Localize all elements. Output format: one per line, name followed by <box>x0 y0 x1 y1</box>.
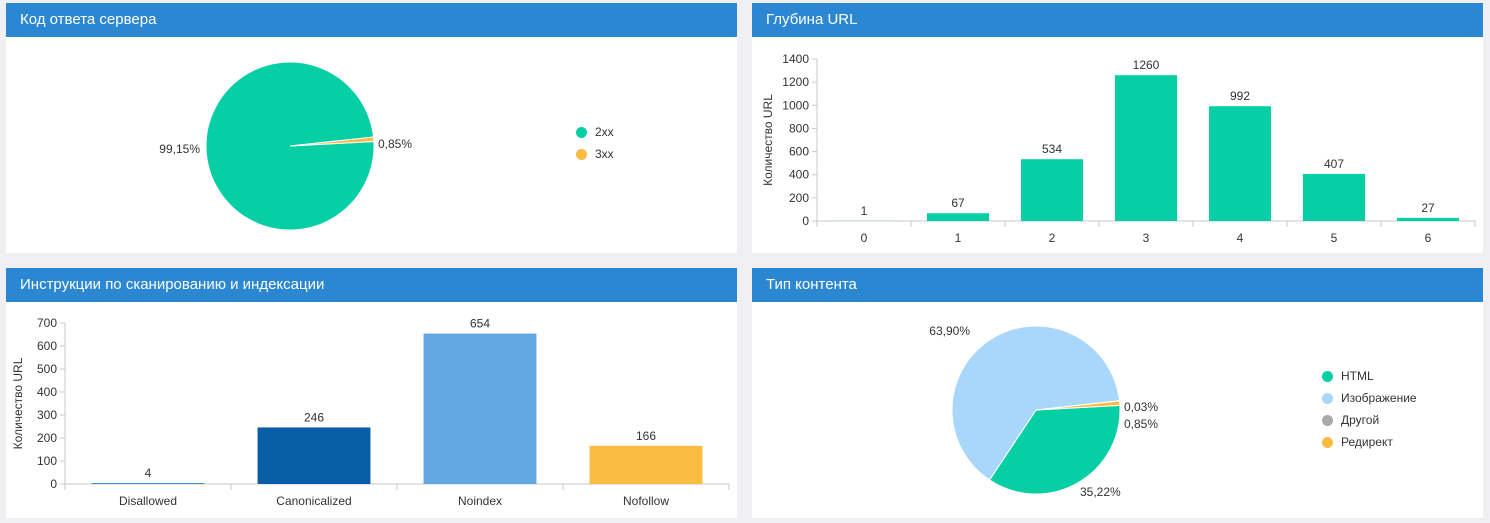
url-depth-bar-chart: Количество URL 0 200 400 600 800 1000 1200 1400 1… <box>761 52 1476 245</box>
legend-color-dot <box>576 126 587 138</box>
content-type-pie-chart: 63,90% 35,22% 0,03% 0,85% <box>929 324 1158 499</box>
legend-item[interactable]: Редирект <box>1322 431 1417 453</box>
data-label: 27 <box>1421 201 1435 215</box>
legend-color-dot <box>1322 414 1333 426</box>
y-tick-label: 600 <box>37 339 57 353</box>
y-tick-label: 400 <box>789 168 809 182</box>
data-label: 67 <box>951 196 965 210</box>
data-label: 246 <box>304 410 324 424</box>
slice-value-label: 0,03% <box>1124 400 1158 414</box>
crawl-instructions-bar-chart: Количество URL 0 100 200 300 400 500 600 700 4 Dis… <box>11 316 730 508</box>
data-label: 1 <box>861 204 868 218</box>
bar <box>589 445 703 484</box>
y-tick-label: 100 <box>37 454 57 468</box>
content-type-legend: HTML Изображение Другой Редирект <box>1322 365 1417 453</box>
bar <box>926 213 990 221</box>
data-label: 407 <box>1324 157 1344 171</box>
legend-color-dot <box>576 148 587 160</box>
legend-item[interactable]: 3xx <box>576 143 614 165</box>
y-tick-label: 500 <box>37 362 57 376</box>
server-response-legend: 2xx 3xx <box>576 121 614 165</box>
x-tick-label: Canonicalized <box>276 494 351 508</box>
data-label: 992 <box>1230 89 1250 103</box>
legend-color-dot <box>1322 392 1333 404</box>
x-tick-label: 1 <box>955 231 962 245</box>
y-tick-label: 1000 <box>782 98 809 112</box>
pie-slice <box>988 404 1121 495</box>
panel-title: Тип контента <box>752 268 1483 302</box>
data-label: 4 <box>145 466 152 480</box>
slice-value-label: 0,85% <box>1124 417 1158 431</box>
pie-slice <box>289 136 375 147</box>
data-label: 654 <box>470 317 490 331</box>
data-label: 166 <box>636 429 656 443</box>
legend-color-dot <box>1322 436 1333 448</box>
bar <box>1020 159 1084 221</box>
y-tick-label: 700 <box>37 316 57 330</box>
y-tick-label: 300 <box>37 408 57 422</box>
panel-title: Глубина URL <box>752 3 1483 37</box>
bar <box>1396 217 1460 221</box>
x-tick-label: Noindex <box>458 494 502 508</box>
y-tick-label: 200 <box>789 191 809 205</box>
legend-label: 2xx <box>595 125 614 139</box>
y-tick-label: 0 <box>802 214 809 228</box>
url-depth-panel: Глубина URL Количество URL 0 200 400 600 800 1… <box>752 3 1483 253</box>
data-label: 534 <box>1042 142 1062 156</box>
bar <box>423 333 537 484</box>
panel-title: Код ответа сервера <box>6 3 737 37</box>
pie-slice <box>951 325 1121 481</box>
y-tick-label: 200 <box>37 431 57 445</box>
y-axis-label: Количество URL <box>761 94 775 186</box>
x-tick-label: 0 <box>861 231 868 245</box>
bar <box>91 483 205 484</box>
data-label: 1260 <box>1133 58 1160 72</box>
slice-value-label: 0,85% <box>378 137 412 151</box>
y-tick-label: 0 <box>50 477 57 491</box>
bar <box>1302 173 1366 221</box>
x-tick-label: 6 <box>1425 231 1432 245</box>
x-tick-label: 4 <box>1237 231 1244 245</box>
bar <box>257 427 371 484</box>
y-tick-label: 1200 <box>782 75 809 89</box>
legend-item[interactable]: HTML <box>1322 365 1417 387</box>
x-tick-label: Disallowed <box>119 494 177 508</box>
legend-label: 3xx <box>595 147 614 161</box>
content-type-panel: Тип контента 63,90% 35,22% 0,03% 0,85% HTML… <box>752 268 1483 518</box>
y-tick-label: 800 <box>789 121 809 135</box>
y-tick-label: 1400 <box>782 52 809 66</box>
legend-color-dot <box>1322 370 1333 382</box>
panel-title: Инструкции по сканированию и индексации <box>6 268 737 302</box>
crawl-instructions-panel: Инструкции по сканированию и индексации … <box>6 268 737 518</box>
y-tick-label: 400 <box>37 385 57 399</box>
pie-slice <box>1035 400 1121 411</box>
server-response-pie-chart: 99,15% 0,85% <box>159 61 412 231</box>
x-tick-label: 2 <box>1049 231 1056 245</box>
slice-value-label: 63,90% <box>929 324 970 338</box>
legend-label: HTML <box>1341 369 1374 383</box>
legend-item[interactable]: Изображение <box>1322 387 1417 409</box>
x-tick-label: 5 <box>1331 231 1338 245</box>
y-axis-label: Количество URL <box>11 357 25 449</box>
y-tick-label: 600 <box>789 145 809 159</box>
legend-label: Другой <box>1341 413 1380 427</box>
server-response-panel: Код ответа сервера 99,15% 0,85% 2xx 3xx <box>6 3 737 253</box>
x-tick-label: Nofollow <box>623 494 669 508</box>
bar <box>1114 75 1178 221</box>
slice-value-label: 99,15% <box>159 142 200 156</box>
legend-label: Изображение <box>1341 391 1417 405</box>
legend-item[interactable]: 2xx <box>576 121 614 143</box>
bar <box>1208 106 1272 221</box>
x-tick-label: 3 <box>1143 231 1150 245</box>
legend-item[interactable]: Другой <box>1322 409 1417 431</box>
legend-label: Редирект <box>1341 435 1393 449</box>
slice-value-label: 35,22% <box>1080 485 1121 499</box>
